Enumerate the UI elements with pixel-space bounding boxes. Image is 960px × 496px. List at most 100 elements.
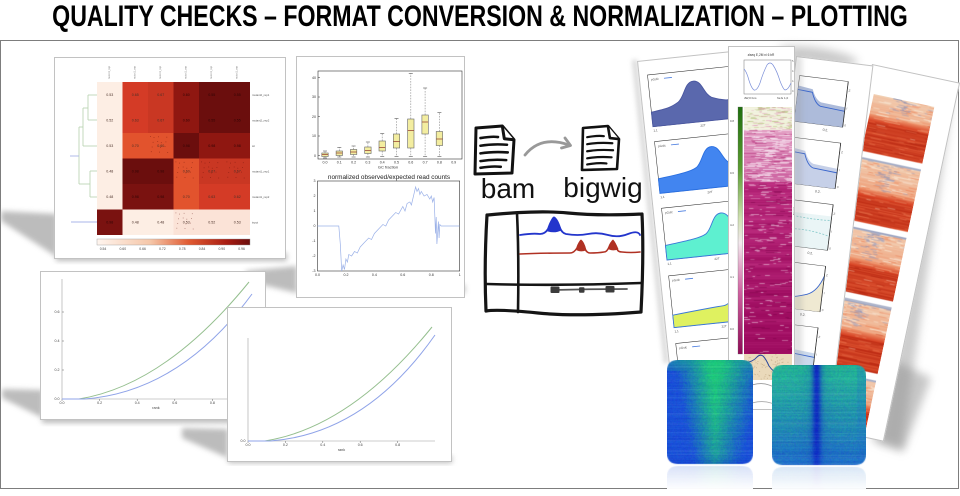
svg-text:zlseq E,2M ni 6 bR: zlseq E,2M ni 6 bR [748,53,775,57]
svg-text:0.5: 0.5 [394,161,399,165]
svg-text:Z: Z [826,273,828,277]
svg-text:0.6: 0.6 [172,401,177,405]
svg-text:mutnt1_rep: mutnt1_rep [209,65,213,79]
svg-text:0.1: 0.1 [337,161,342,165]
svg-text:0: 0 [314,154,316,158]
svg-text:0.67: 0.67 [234,170,241,174]
svg-text:0.0: 0.0 [246,443,251,447]
svg-text:0.2: 0.2 [283,443,288,447]
svg-text:0.48: 0.48 [157,221,164,225]
svg-text:0.70: 0.70 [183,195,190,199]
svg-text:0.2: 0.2 [97,401,102,405]
svg-text:0.0: 0.0 [60,401,65,405]
svg-text:0.2: 0.2 [344,273,349,277]
svg-text:mutant2_rep2: mutant2_rep2 [252,118,270,122]
svg-text:0.3: 0.3 [365,161,370,165]
svg-text:0.67: 0.67 [157,93,164,97]
svg-text:0.6: 0.6 [55,310,60,314]
svg-text:1,1: 1,1 [667,261,672,265]
svg-text:0.6: 0.6 [730,171,734,175]
svg-text:normalized observed/expected r: normalized observed/expected read counts [328,174,450,181]
svg-text:GC fraction: GC fraction [378,165,398,170]
svg-text:0.55: 0.55 [208,119,215,123]
svg-text:0.63: 0.63 [132,119,139,123]
svg-text:0.9: 0.9 [451,161,456,165]
svg-text:0.53: 0.53 [106,93,113,97]
svg-text:0.63: 0.63 [208,195,215,199]
svg-text:0.2.: 0.2. [807,251,813,256]
svg-text:0.53: 0.53 [183,221,190,225]
svg-text:0.60: 0.60 [183,119,190,123]
svg-text:0.48: 0.48 [106,170,113,174]
svg-text:pGsfc: pGsfc [672,278,681,283]
svg-text:0.62: 0.62 [234,195,241,199]
svg-text:pGsfc: pGsfc [679,345,688,350]
svg-text:5.5: 5.5 [792,60,794,63]
svg-text:mutnt1_rep: mutnt1_rep [158,65,162,79]
svg-text:40: 40 [312,76,316,80]
svg-text:-2: -2 [312,254,315,258]
svg-text:zeneg: zeneg [793,207,795,216]
svg-text:20: 20 [312,115,316,119]
svg-text:0.6: 0.6 [358,443,363,447]
svg-text:1,1: 1,1 [653,128,658,132]
svg-text:1,1: 1,1 [660,195,665,199]
svg-text:rank: rank [152,406,159,410]
svg-text:0.4: 0.4 [320,443,325,447]
svg-text:0.70: 0.70 [132,144,139,148]
svg-text:0.98: 0.98 [208,144,215,148]
svg-text:I: I [839,168,840,172]
svg-text:input: input [252,220,258,224]
svg-text:0.55: 0.55 [234,119,241,123]
svg-text:0.0: 0.0 [55,397,60,401]
svg-text:0.90: 0.90 [218,247,225,251]
svg-text:0.52: 0.52 [106,119,113,123]
svg-text:1,1: 1,1 [674,329,679,333]
svg-text:1: 1 [314,209,316,213]
svg-text:dW,0 bns: dW,0 bns [744,96,757,100]
svg-text:0.60: 0.60 [157,144,164,148]
svg-text:0.4: 0.4 [55,339,60,343]
svg-text:0.8: 0.8 [437,161,442,165]
svg-text:0: 0 [829,247,831,251]
svg-text:-3: -3 [312,269,315,273]
svg-text:mutant2_rep1: mutant2_rep1 [252,93,270,97]
svg-text:Z: Z [841,150,843,154]
svg-text:I: I [831,230,832,234]
svg-text:0.96: 0.96 [238,247,245,251]
svg-text:rank: rank [338,448,345,452]
svg-text:10: 10 [312,134,316,138]
svg-text:22T: 22T [707,190,713,195]
svg-text:0: 0 [821,308,823,312]
svg-text:0.0: 0.0 [323,161,328,165]
svg-text:mutnt1_rep: mutnt1_rep [183,65,187,79]
svg-text:0.60: 0.60 [183,93,190,97]
svg-text:0.2: 0.2 [351,161,356,165]
svg-text:0.52: 0.52 [208,221,215,225]
svg-text:0.98: 0.98 [132,170,139,174]
svg-text:0: 0 [844,123,846,127]
svg-text:0.60: 0.60 [183,170,190,174]
svg-text:0.53: 0.53 [106,144,113,148]
svg-text:30: 30 [312,95,316,99]
svg-text:0.67: 0.67 [208,170,215,174]
svg-text:0.54: 0.54 [100,247,107,251]
svg-text:22T: 22T [714,256,720,261]
svg-text:4.2: 4.2 [792,80,794,83]
svg-text:2: 2 [314,194,316,198]
svg-text:0.98: 0.98 [157,170,164,174]
svg-text:0.55: 0.55 [208,93,215,97]
svg-text:0.66: 0.66 [139,247,146,251]
svg-text:3: 3 [314,179,316,183]
svg-text:4.2: 4.2 [792,70,794,73]
svg-text:0.6: 0.6 [400,273,405,277]
svg-text:0.98: 0.98 [234,144,241,148]
svg-text:0.0: 0.0 [241,439,246,443]
svg-text:mutant1_rep2: mutant1_rep2 [252,195,270,199]
svg-text:0.8: 0.8 [429,273,434,277]
svg-text:-1: -1 [312,239,315,243]
svg-text:pGsfc: pGsfc [658,143,667,148]
svg-text:pGsfc: pGsfc [651,77,660,82]
svg-text:0.8: 0.8 [395,443,400,447]
svg-text:0.53: 0.53 [234,221,241,225]
